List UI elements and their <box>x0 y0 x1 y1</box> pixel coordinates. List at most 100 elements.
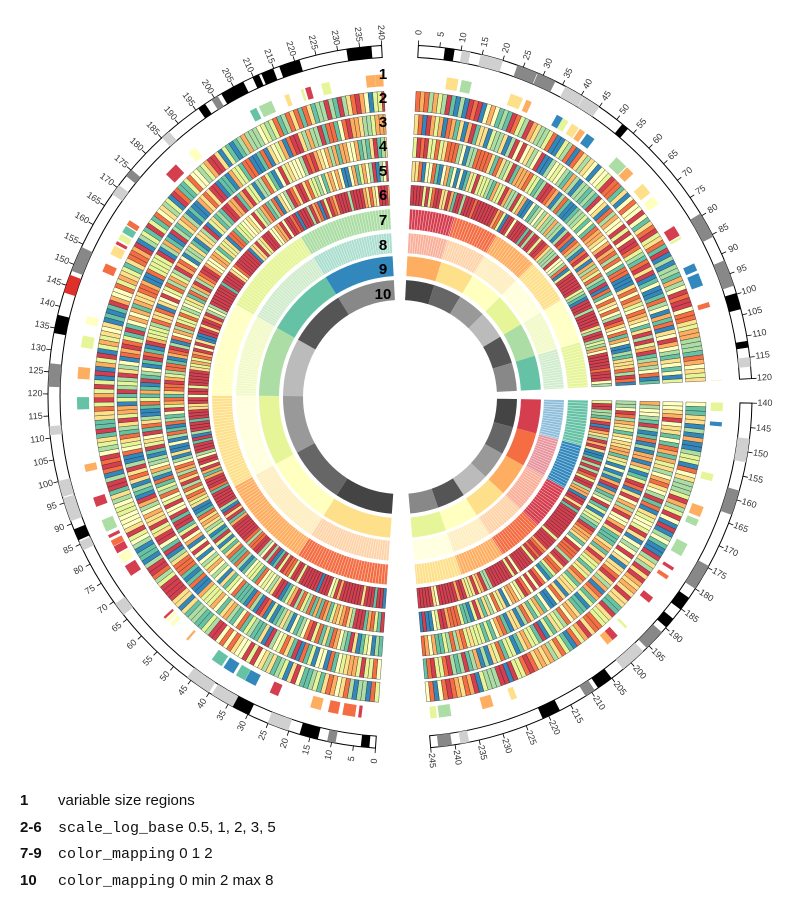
ideogram-band <box>252 74 264 89</box>
hatch-line <box>543 299 562 311</box>
tick-label: 95 <box>45 500 58 513</box>
hatch-line <box>308 516 321 534</box>
hatch-line <box>216 357 236 362</box>
hatch-line <box>252 325 271 335</box>
hatch-line <box>543 298 561 310</box>
hatch-line <box>424 538 429 559</box>
legend-text: variable size regions <box>58 792 195 809</box>
tick-label: 170 <box>722 543 740 558</box>
hatch-line <box>375 234 380 255</box>
color-block <box>544 300 580 348</box>
hatch-line <box>501 247 515 264</box>
hatch-line <box>258 469 276 480</box>
heat-cell <box>116 389 138 394</box>
hatch-line <box>388 540 391 561</box>
hatch-line <box>212 380 233 383</box>
hatch-line <box>539 432 559 439</box>
hatch-line <box>434 213 440 233</box>
region-mark <box>310 695 324 711</box>
hatch-line <box>529 277 545 291</box>
tick-mark <box>701 212 707 217</box>
ideogram-band <box>299 722 321 740</box>
hatch-line <box>271 486 288 499</box>
hatch-line <box>565 361 585 367</box>
hatch-line <box>562 440 582 446</box>
hatch-line <box>251 328 270 337</box>
hatch-line <box>247 287 264 300</box>
hatch-line <box>513 520 528 536</box>
hatch-line <box>452 531 460 550</box>
track-3 <box>116 114 684 680</box>
hatch-line <box>526 465 545 476</box>
hatch-line <box>435 536 442 556</box>
hatch-line <box>536 442 556 450</box>
hatch-line <box>223 331 243 339</box>
hatch-line <box>336 245 345 265</box>
hatch-line <box>556 329 576 337</box>
hatch-line <box>215 359 236 365</box>
hatch-line <box>284 499 300 515</box>
ideogram-band <box>360 734 371 748</box>
hatch-line <box>281 283 297 298</box>
hatch-line <box>516 300 533 313</box>
region-mark <box>300 88 307 102</box>
tick-mark <box>358 42 360 48</box>
color-block <box>259 395 294 464</box>
hatch-line <box>518 263 534 279</box>
hatch-line <box>481 515 493 533</box>
hatch-line <box>237 372 258 376</box>
tick-mark <box>53 481 59 484</box>
tick-mark <box>78 241 84 245</box>
hatch-line <box>560 341 580 349</box>
tick-mark <box>192 105 197 111</box>
tick-mark <box>66 523 72 527</box>
tick-mark <box>736 292 742 295</box>
hatch-line <box>477 259 490 277</box>
hatch-line <box>298 238 310 256</box>
hatch-line <box>495 504 510 520</box>
color-block <box>465 479 504 516</box>
hatch-line <box>426 562 430 583</box>
color-block <box>259 327 295 396</box>
hatch-line <box>530 502 547 516</box>
region-mark <box>365 74 377 88</box>
tick-mark <box>749 356 755 358</box>
hatch-line <box>533 451 552 460</box>
region-mark <box>249 107 262 122</box>
hatch-line <box>324 524 334 543</box>
legend-text: color_mapping 0 min 2 max 8 <box>58 871 274 890</box>
hatch-line <box>538 351 558 358</box>
hatch-line <box>442 215 448 235</box>
hatch-line <box>357 213 363 234</box>
hatch-line <box>241 488 259 500</box>
region-mark <box>80 335 95 349</box>
ideogram-band <box>436 733 453 747</box>
tick-label: 40 <box>581 77 595 91</box>
track-1 <box>77 74 723 719</box>
hatch-line <box>540 428 561 434</box>
region-mark <box>165 611 177 623</box>
track-number-4: 4 <box>379 138 388 155</box>
hatch-line <box>218 442 239 449</box>
hatch-line <box>541 424 562 429</box>
hatch-line <box>343 217 350 237</box>
color-block <box>503 324 535 362</box>
tick-mark <box>49 326 55 329</box>
hatch-line <box>552 467 571 477</box>
hatch-line <box>470 522 481 540</box>
hatch-line <box>242 438 263 445</box>
hatch-line <box>212 413 233 417</box>
region-mark <box>113 540 128 554</box>
hatch-line <box>212 377 233 380</box>
legend-row-2-6: 2-6 scale_log_base 0.5, 1, 2, 3, 5 <box>20 819 780 846</box>
hatch-line <box>520 266 536 281</box>
tick-label: 30 <box>541 57 554 70</box>
hatch-line <box>264 266 279 282</box>
hatch-line <box>528 504 545 518</box>
hatch-line <box>537 288 554 301</box>
hatch-line <box>567 412 588 416</box>
hatch-line <box>292 505 306 522</box>
hatch-line <box>245 444 265 452</box>
hatch-line <box>240 429 260 435</box>
hatch-line <box>549 310 568 320</box>
